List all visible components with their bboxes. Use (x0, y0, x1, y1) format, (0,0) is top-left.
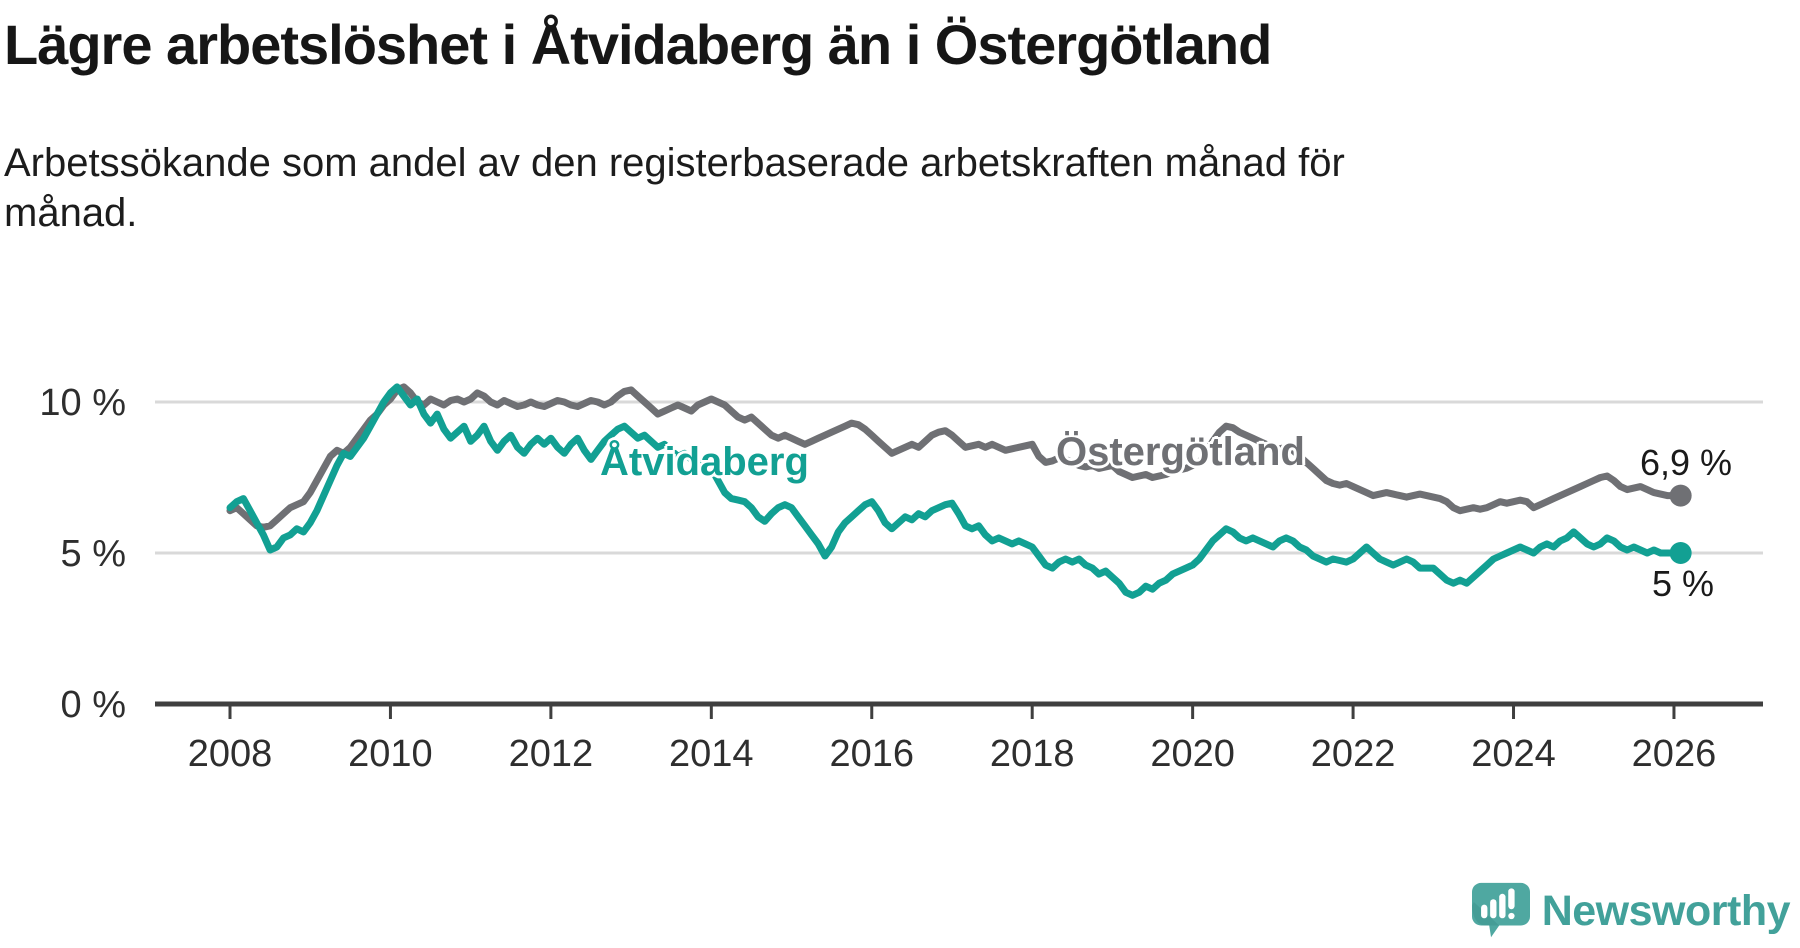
chart-subtitle: Arbetssökande som andel av den registerb… (4, 141, 1345, 235)
newsworthy-speech-bubble-barchart-icon (1471, 882, 1530, 938)
x-tick-label: 2010 (348, 733, 433, 775)
end-value-label-atvidaberg: 5 % (1652, 563, 1715, 604)
x-tick-label: 2020 (1150, 733, 1235, 775)
x-tick-label: 2026 (1632, 733, 1717, 775)
series-label-atvidaberg: Åtvidaberg (600, 440, 809, 484)
x-tick-label: 2024 (1471, 733, 1556, 775)
y-tick-label: 10 % (39, 382, 126, 424)
end-dot-östergötland (1669, 484, 1692, 507)
end-value-label-ostergotland: 6,9 % (1640, 442, 1733, 483)
brand-name: Newsworthy (1541, 886, 1791, 935)
data-line-östergötland (226, 383, 1685, 531)
end-dot-åtvidaberg (1669, 542, 1692, 564)
y-tick-label: 5 % (61, 533, 126, 575)
x-tick-label: 2012 (509, 733, 594, 775)
newsworthy-branding: Newsworthy (1471, 882, 1791, 940)
x-tick-label: 2018 (990, 733, 1075, 775)
x-tick-label: 2022 (1311, 733, 1396, 775)
x-tick-label: 2016 (829, 733, 914, 775)
x-tick-label: 2014 (669, 733, 754, 775)
chart-title: Lägre arbetslöshet i Åtvidaberg än i Öst… (4, 13, 1272, 76)
series-label-ostergotland: Östergötland (1056, 430, 1305, 474)
x-tick-label: 2008 (188, 733, 273, 775)
data-line-åtvidaberg (226, 383, 1685, 599)
y-tick-label: 0 % (61, 684, 126, 726)
